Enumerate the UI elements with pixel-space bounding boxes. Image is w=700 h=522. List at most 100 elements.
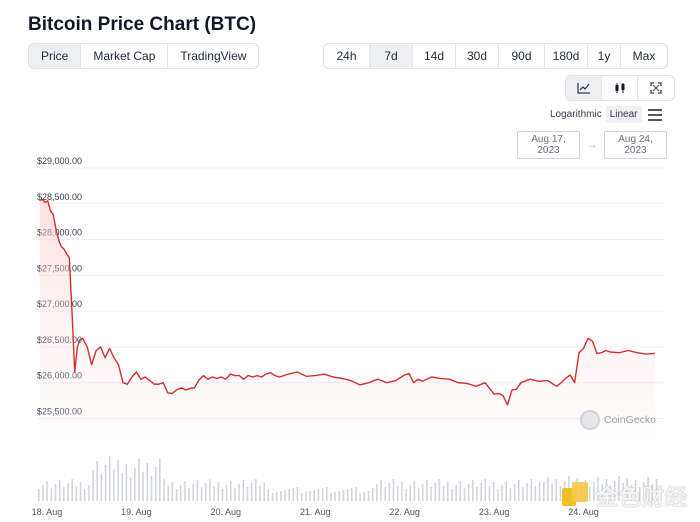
- volume-bar: [634, 480, 637, 501]
- volume-bar: [246, 487, 249, 501]
- x-tick-label: 18. Aug: [32, 507, 63, 517]
- tab-market-cap[interactable]: Market Cap: [81, 44, 169, 68]
- volume-bar: [480, 483, 482, 501]
- line-chart-icon: [576, 83, 590, 94]
- x-tick-label: 19. Aug: [121, 507, 152, 517]
- fullscreen-button[interactable]: [638, 76, 674, 100]
- range-30d[interactable]: 30d: [456, 44, 499, 68]
- volume-bar: [50, 488, 53, 501]
- volume-bar: [426, 480, 428, 501]
- volume-bar: [463, 488, 466, 501]
- range-24h[interactable]: 24h: [324, 44, 370, 68]
- volume-bar: [259, 486, 261, 501]
- volume-bar: [522, 487, 524, 501]
- volume-bar: [555, 479, 558, 501]
- range-tabs: 24h 7d 14d 30d 90d 180d 1y Max: [323, 43, 668, 69]
- range-180d[interactable]: 180d: [545, 44, 588, 68]
- volume-bar: [71, 479, 73, 501]
- volume-bar: [605, 479, 608, 501]
- volume-bar: [121, 473, 124, 501]
- volume-bar: [159, 458, 161, 501]
- volume-bar: [125, 464, 128, 501]
- range-90d[interactable]: 90d: [499, 44, 545, 68]
- price-line: [39, 198, 656, 406]
- volume-bar: [359, 493, 361, 501]
- range-max[interactable]: Max: [632, 49, 656, 63]
- view-tabs: Price Market Cap TradingView: [28, 43, 260, 69]
- volume-bar: [134, 468, 136, 501]
- volume-bar: [188, 488, 190, 501]
- volume-bar: [108, 456, 111, 501]
- volume-bar: [530, 479, 533, 501]
- brand-logo-icon: [562, 482, 590, 510]
- volume-bar: [238, 484, 240, 501]
- x-tick-label: 23. Aug: [479, 507, 510, 517]
- fullscreen-icon: [650, 82, 662, 94]
- volume-bar: [267, 489, 270, 501]
- volume-bar: [497, 489, 499, 501]
- volume-bar: [488, 486, 491, 501]
- volume-bar: [547, 477, 549, 501]
- volume-bar: [292, 488, 295, 501]
- volume-bar: [451, 489, 453, 501]
- volume-bar: [309, 491, 311, 501]
- volume-bar: [321, 488, 324, 501]
- volume-bar: [305, 492, 307, 501]
- scale-toggle: Logarithmic Linear: [546, 106, 662, 123]
- volume-bar: [601, 484, 603, 501]
- x-tick-label: 21. Aug: [300, 507, 331, 517]
- volume-bar: [92, 470, 94, 501]
- volume-bar: [271, 493, 274, 501]
- volume-bar: [179, 485, 182, 501]
- coingecko-watermark: CoinGecko: [580, 410, 656, 430]
- volume-bar: [367, 491, 370, 501]
- date-from-input[interactable]: Aug 17, 2023: [517, 131, 580, 159]
- line-chart-button[interactable]: [566, 76, 602, 100]
- candlestick-button[interactable]: [602, 76, 638, 100]
- volume-bar: [551, 484, 553, 501]
- volume-bar: [630, 485, 633, 501]
- hamburger-menu-icon[interactable]: [647, 108, 662, 121]
- tab-price[interactable]: Price: [29, 44, 82, 68]
- volume-bar: [559, 486, 562, 501]
- volume-bar: [300, 493, 303, 501]
- volume-bar: [317, 489, 320, 501]
- chart-type-tabs: [565, 75, 675, 101]
- price-chart[interactable]: $29,000.00$28,500.00$28,000.00$27,500.00…: [0, 150, 700, 522]
- volume-bar: [288, 489, 290, 501]
- volume-bar: [100, 474, 103, 501]
- arrow-icon: →: [587, 139, 597, 151]
- volume-bar: [146, 463, 149, 501]
- volume-bar: [430, 487, 432, 501]
- volume-bar: [334, 492, 336, 501]
- volume-bar: [505, 481, 507, 501]
- volume-bar: [54, 484, 57, 501]
- volume-bar: [234, 488, 236, 501]
- volume-bar: [263, 482, 265, 501]
- volume-bar: [388, 483, 391, 501]
- tab-tradingview[interactable]: TradingView: [180, 49, 247, 63]
- volume-bar: [509, 488, 512, 501]
- volume-bar: [346, 489, 349, 501]
- volume-bar: [104, 465, 107, 501]
- y-tick-label: $28,000.00: [37, 228, 82, 238]
- volume-bar: [421, 484, 424, 501]
- x-tick-label: 24. Aug: [568, 507, 599, 517]
- volume-bar: [213, 486, 215, 501]
- volume-bar: [622, 483, 624, 501]
- volume-bar: [221, 489, 224, 501]
- volume-bar: [225, 485, 228, 501]
- scale-logarithmic[interactable]: Logarithmic: [550, 109, 602, 120]
- volume-bar: [484, 479, 487, 501]
- date-to-input[interactable]: Aug 24, 2023: [604, 131, 667, 159]
- volume-bar: [42, 485, 44, 501]
- volume-bar: [242, 480, 245, 501]
- volume-bar: [150, 476, 153, 501]
- volume-bar: [417, 488, 420, 501]
- range-7d[interactable]: 7d: [370, 44, 413, 68]
- volume-bar: [338, 491, 341, 501]
- volume-bar: [626, 478, 628, 501]
- range-14d[interactable]: 14d: [413, 44, 456, 68]
- range-1y[interactable]: 1y: [588, 44, 621, 68]
- scale-linear[interactable]: Linear: [605, 106, 642, 123]
